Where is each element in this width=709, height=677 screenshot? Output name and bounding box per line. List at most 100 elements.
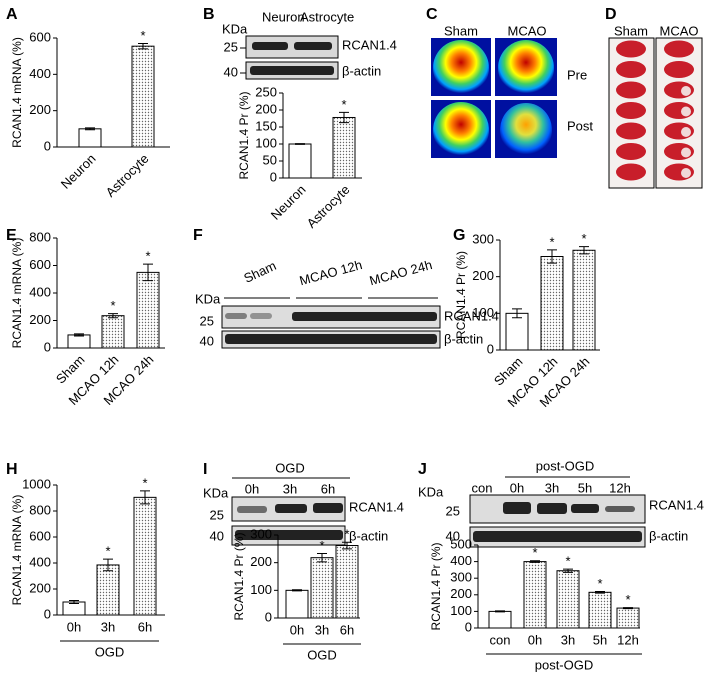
column-label: Sham <box>444 23 478 38</box>
brain-slice <box>616 81 646 99</box>
significance-star: * <box>625 592 630 607</box>
column-label: MCAO <box>660 23 699 38</box>
x-axis-label: OGD <box>95 644 125 659</box>
y-axis-label: RCAN1.4 Pr (%) <box>429 542 443 630</box>
y-tick-label: 600 <box>29 29 51 44</box>
x-tick-label: Neuron <box>268 182 309 223</box>
brain-slice <box>616 143 646 160</box>
significance-star: * <box>140 28 145 43</box>
y-tick-label: 400 <box>29 284 51 299</box>
kda: KDa <box>222 21 248 36</box>
x-tick-label: 5h <box>593 632 607 647</box>
x-axis-label: OGD <box>307 647 337 662</box>
significance-star: * <box>532 545 537 560</box>
y-axis-label: RCAN1.4 mRNA (%) <box>10 37 24 148</box>
bar <box>616 607 640 629</box>
marker: 25 <box>446 503 460 518</box>
error-bar <box>292 589 302 592</box>
images-d: Sham MCAO <box>608 23 703 189</box>
bar <box>572 249 596 351</box>
bar <box>131 45 155 148</box>
x-tick-label: Astrocyte <box>304 182 353 231</box>
infarct <box>681 127 691 137</box>
y-tick-label: 300 <box>472 231 494 246</box>
infarct <box>681 86 691 96</box>
row-label: Post <box>567 118 593 133</box>
x-tick-label: 12h <box>617 632 639 647</box>
panel-label: D <box>605 6 617 23</box>
error-bar <box>579 246 589 255</box>
panel-label: F <box>193 227 203 244</box>
y-tick-label: 200 <box>29 312 51 327</box>
panel-label: I <box>203 461 207 478</box>
error-bar <box>317 553 327 563</box>
y-tick-label: 0 <box>270 169 277 184</box>
panel-label: H <box>6 461 18 478</box>
significance-star: * <box>319 538 324 553</box>
y-tick-label: 150 <box>255 118 277 133</box>
y-tick-label: 200 <box>472 268 494 283</box>
y-tick-label: 800 <box>29 502 51 517</box>
bar <box>67 334 91 349</box>
bar <box>310 557 334 619</box>
marker: 25 <box>210 507 224 522</box>
y-tick-label: 400 <box>29 66 51 81</box>
kda: KDa <box>195 291 221 306</box>
error-bar <box>69 599 79 605</box>
brain-slice <box>616 102 646 119</box>
bar <box>505 312 529 351</box>
y-tick-label: 100 <box>450 603 472 618</box>
x-tick-label: 0h <box>67 619 81 634</box>
error-bar <box>530 560 540 563</box>
error-bar <box>85 127 95 131</box>
brain-slice <box>664 40 694 58</box>
error-bar <box>563 568 573 573</box>
bar <box>136 271 160 349</box>
infarct <box>681 106 691 117</box>
bar <box>96 564 120 616</box>
bar <box>288 143 312 179</box>
significance-star: * <box>597 576 602 591</box>
group-label: MCAO 24h <box>368 257 434 288</box>
significance-star: * <box>105 544 110 559</box>
marker: 25 <box>224 39 238 54</box>
y-tick-label: 400 <box>450 553 472 568</box>
panel-label: G <box>453 227 465 244</box>
brain-slice <box>664 61 694 78</box>
bar <box>523 561 547 629</box>
blot-title: OGD <box>275 460 305 475</box>
bar <box>332 116 356 179</box>
significance-star: * <box>581 231 586 246</box>
lane-label: 3h <box>283 481 297 496</box>
kda: KDa <box>203 485 229 500</box>
lane-label: 0h <box>510 480 524 495</box>
y-tick-label: 200 <box>450 586 472 601</box>
x-axis-label: post-OGD <box>535 657 594 672</box>
y-tick-label: 0 <box>265 609 272 624</box>
band-label: β-actin <box>342 63 381 78</box>
bar <box>78 128 102 148</box>
bar <box>488 610 512 629</box>
y-tick-label: 0 <box>465 619 472 634</box>
y-tick-label: 250 <box>255 84 277 99</box>
y-tick-label: 0 <box>44 606 51 621</box>
y-tick-label: 300 <box>450 570 472 585</box>
significance-star: * <box>142 475 147 490</box>
significance-star: * <box>344 527 349 542</box>
bar <box>540 256 564 351</box>
y-tick-label: 300 <box>250 526 272 541</box>
lane-label: 3h <box>545 480 559 495</box>
row-label: Pre <box>567 67 587 82</box>
error-bar <box>138 42 148 50</box>
y-tick-label: 1000 <box>22 476 51 491</box>
y-tick-label: 200 <box>29 102 51 117</box>
error-bar <box>140 490 150 505</box>
x-tick-label: con <box>490 632 511 647</box>
marker: 40 <box>224 64 238 79</box>
blot-title: post-OGD <box>536 458 595 473</box>
kda: KDa <box>418 484 444 499</box>
brain-slice <box>616 61 646 78</box>
panel-label: C <box>426 6 438 23</box>
bar <box>588 591 612 629</box>
